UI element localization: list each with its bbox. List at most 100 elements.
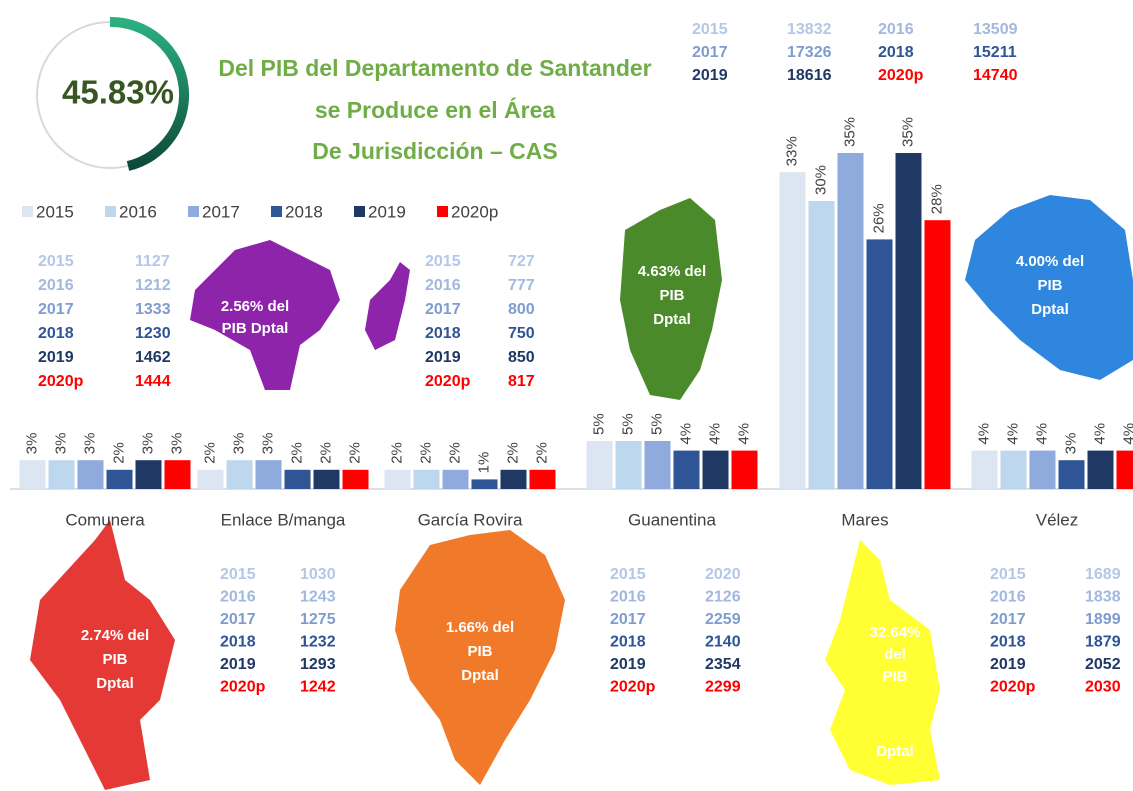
bar	[529, 469, 556, 489]
bar	[77, 460, 104, 489]
table-value: 1293	[300, 656, 336, 673]
bar	[971, 450, 998, 489]
bar	[731, 450, 758, 489]
table-year: 2020p	[425, 373, 471, 390]
bar	[1058, 460, 1085, 489]
table-year: 2018	[220, 634, 256, 651]
table-value: 14740	[973, 67, 1018, 84]
table-value: 2030	[1085, 679, 1121, 696]
table-value: 1243	[300, 589, 336, 606]
bar	[924, 220, 951, 489]
category-label: Enlace B/manga	[221, 510, 346, 529]
bar	[442, 469, 469, 489]
data-label: 4%	[975, 423, 992, 445]
data-label: 2%	[317, 442, 334, 464]
data-label: 5%	[590, 413, 607, 435]
map-label: 32.64%	[870, 624, 921, 641]
table-value: 1030	[300, 566, 336, 583]
map-shape	[620, 198, 722, 400]
map-label: Dptal	[653, 311, 691, 328]
table-year: 2020p	[38, 373, 84, 390]
data-label: 3%	[1062, 433, 1079, 455]
table-year: 2015	[990, 566, 1026, 583]
table-year: 2018	[425, 325, 461, 342]
table-value: 17326	[787, 44, 832, 61]
bar	[586, 441, 613, 489]
table-year: 2020p	[220, 679, 266, 696]
data-label: 2%	[110, 442, 127, 464]
data-label: 1%	[475, 452, 492, 474]
map-label: 4.00% del	[1016, 253, 1084, 270]
legend-label: 2019	[368, 202, 406, 221]
bar	[702, 450, 729, 489]
legend-label: 2017	[202, 202, 240, 221]
map-label: 2.74% del	[81, 627, 149, 644]
data-label: 4%	[735, 423, 752, 445]
legend-swatch	[105, 206, 116, 217]
table-value: 15211	[973, 44, 1017, 61]
data-label: 3%	[23, 433, 40, 455]
data-label: 35%	[899, 117, 916, 147]
table-year: 2019	[425, 349, 461, 366]
bar	[313, 469, 340, 489]
map-label: PIB Dptal	[222, 320, 289, 337]
bar	[19, 460, 46, 489]
ring-arc	[109, 16, 190, 171]
bar	[779, 172, 806, 489]
category-label: García Rovira	[418, 510, 523, 529]
table-year: 2018	[990, 634, 1026, 651]
table-year: 2015	[220, 566, 256, 583]
data-label: 33%	[783, 136, 800, 166]
table-value: 1232	[300, 634, 336, 651]
table-value: 817	[508, 373, 535, 390]
table-year: 2019	[610, 656, 646, 673]
table-year: 2020p	[610, 679, 656, 696]
map-shape	[395, 530, 565, 785]
table-year: 2020p	[990, 679, 1036, 696]
table-year: 2019	[990, 656, 1026, 673]
bar	[413, 469, 440, 489]
table-year: 2017	[990, 611, 1026, 628]
map-shape	[965, 195, 1133, 380]
table-value: 2354	[705, 656, 741, 673]
table-year: 2018	[878, 44, 914, 61]
table-value: 1275	[300, 611, 336, 628]
headline-line: Del PIB del Departamento de Santander	[218, 55, 651, 81]
table-year: 2016	[425, 277, 461, 294]
category-label: Vélez	[1036, 510, 1079, 529]
table-value: 1230	[135, 325, 171, 342]
data-label: 3%	[81, 433, 98, 455]
legend-swatch	[271, 206, 282, 217]
data-label: 3%	[230, 433, 247, 455]
map-label: PIB	[659, 287, 684, 304]
bar	[255, 460, 282, 489]
table-value: 2259	[705, 611, 741, 628]
map-shape	[190, 240, 410, 390]
data-label: 28%	[928, 184, 945, 214]
bar	[471, 479, 498, 489]
map-label: del	[884, 646, 906, 663]
table-year: 2015	[425, 253, 461, 270]
table-year: 2017	[38, 301, 74, 318]
table-value: 1899	[1085, 611, 1121, 628]
data-label: 4%	[677, 423, 694, 445]
headline-line: se Produce en el Área	[315, 96, 556, 123]
bar	[342, 469, 369, 489]
data-label: 4%	[1120, 423, 1133, 445]
table-value: 2052	[1085, 656, 1121, 673]
table-value: 1444	[135, 373, 171, 390]
bar	[164, 460, 191, 489]
table-value: 750	[508, 325, 535, 342]
category-label: Guanentina	[628, 510, 716, 529]
map-label: Dptal	[1031, 301, 1069, 318]
map-label: Dptal	[461, 667, 499, 684]
table-year: 2016	[990, 589, 1026, 606]
map-shape	[30, 520, 175, 790]
bar	[284, 469, 311, 489]
legend-label: 2018	[285, 202, 323, 221]
data-label: 2%	[504, 442, 521, 464]
bar	[500, 469, 527, 489]
table-year: 2020p	[878, 67, 924, 84]
table-value: 1838	[1085, 589, 1121, 606]
map-label: 2.56% del	[221, 298, 289, 315]
